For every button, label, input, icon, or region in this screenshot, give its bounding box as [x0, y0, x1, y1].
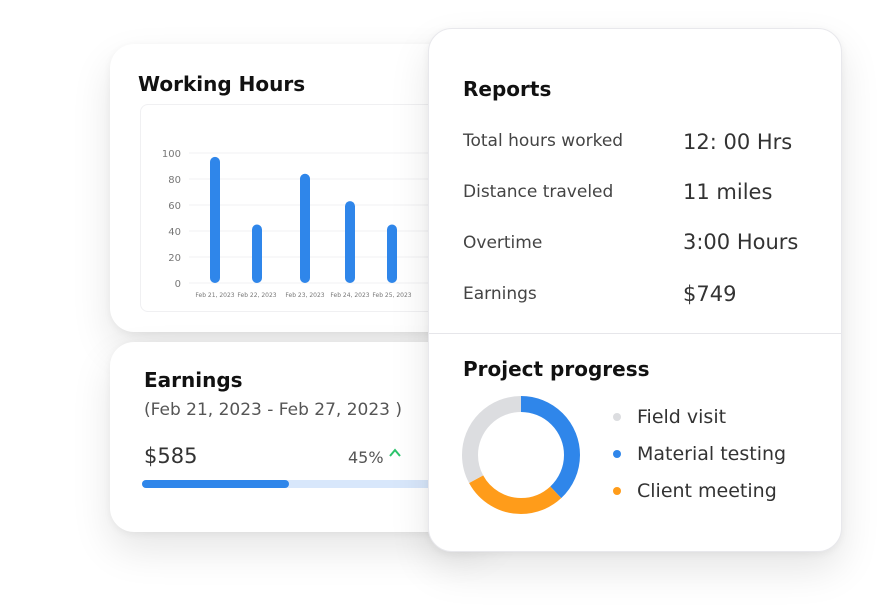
project-progress-title: Project progress [463, 357, 650, 381]
earnings-percent: 45% [348, 448, 384, 467]
earnings-progress-fill [142, 480, 289, 488]
legend-dot [613, 450, 621, 458]
donut-segment [462, 396, 580, 514]
chart-bar [345, 201, 355, 283]
working-hours-chart: 0 20 40 60 80 100 Feb 21, 2023 Feb 22, 2023 Feb … [140, 104, 482, 312]
reports-title: Reports [463, 77, 552, 101]
report-label-total-hours: Total hours worked [463, 131, 624, 151]
report-value-total-hours: 12: 00 Hrs [683, 130, 793, 154]
earnings-progress-track [142, 480, 442, 488]
chart-bar [210, 156, 220, 283]
earnings-amount: $585 [144, 444, 198, 468]
working-hours-title: Working Hours [138, 72, 306, 96]
report-value-distance: 11 miles [683, 180, 773, 204]
report-label-overtime: Overtime [463, 233, 543, 253]
report-label-distance: Distance traveled [463, 182, 614, 202]
report-value-earnings: $749 [683, 282, 737, 306]
legend-label: Client meeting [637, 480, 777, 502]
y-tick-label: 80 [168, 175, 181, 186]
y-tick-label: 100 [162, 149, 181, 160]
y-tick-label: 60 [168, 201, 181, 212]
chart-bar [300, 173, 310, 283]
legend-label: Material testing [637, 443, 787, 465]
x-tick-label: Feb 24, 2023 [330, 292, 369, 299]
x-tick-label: Feb 25, 2023 [372, 292, 411, 299]
reports-divider [429, 333, 841, 334]
chart-bar [387, 224, 397, 283]
earnings-title: Earnings [144, 368, 243, 392]
chevron-up-icon [388, 446, 402, 464]
legend-dot [613, 413, 621, 421]
report-value-overtime: 3:00 Hours [683, 230, 799, 254]
project-progress-donut [462, 396, 580, 514]
reports-card: Reports Total hours worked 12: 00 Hrs Di… [428, 28, 842, 552]
earnings-card: Earnings (Feb 21, 2023 - Feb 27, 2023 ) … [110, 342, 490, 532]
y-tick-label: 40 [168, 227, 181, 238]
legend-item-client-meeting: Client meeting [613, 480, 777, 502]
y-tick-label: 0 [175, 279, 181, 290]
working-hours-chart-svg: 0 20 40 60 80 100 Feb 21, 2023 Feb 22, 2023 Feb … [162, 149, 469, 299]
legend-item-material-testing: Material testing [613, 443, 786, 465]
x-tick-label: Feb 21, 2023 [195, 292, 234, 299]
donut-segment [462, 396, 580, 514]
legend-dot [613, 487, 621, 495]
chart-bar [252, 224, 262, 283]
x-tick-label: Feb 23, 2023 [285, 292, 324, 299]
y-tick-label: 20 [168, 253, 181, 264]
legend-item-field-visit: Field visit [613, 406, 726, 428]
report-label-earnings: Earnings [463, 284, 537, 304]
legend-label: Field visit [637, 406, 727, 428]
working-hours-card: Working Hours 0 20 40 60 80 100 Feb 21, 2023 Fe… [110, 44, 490, 332]
earnings-date-range: (Feb 21, 2023 - Feb 27, 2023 ) [144, 400, 403, 420]
x-tick-label: Feb 22, 2023 [237, 292, 276, 299]
